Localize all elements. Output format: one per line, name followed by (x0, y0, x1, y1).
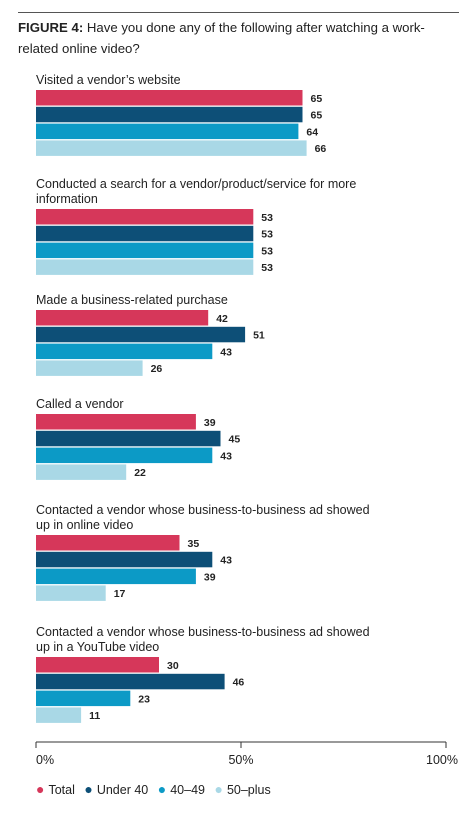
data-label: 64 (306, 126, 318, 138)
data-label: 53 (261, 245, 273, 257)
legend-item-under-40: ● Under 40 (84, 781, 148, 797)
bar (36, 447, 213, 464)
x-tick-label: 100% (426, 753, 458, 767)
figure-question: Have you done any of the following after… (18, 20, 425, 56)
bar (36, 310, 209, 326)
legend-label-40-49: 40–49 (170, 783, 205, 797)
bar (36, 360, 143, 376)
data-label: 65 (311, 110, 323, 122)
legend-label-under-40: Under 40 (96, 783, 149, 797)
data-label: 51 (253, 330, 265, 342)
data-label: 26 (151, 363, 163, 375)
bar (36, 90, 303, 106)
data-label: 46 (233, 677, 245, 689)
category-label-line: Contacted a vendor whose business-to-bus… (36, 503, 370, 517)
legend-dot-40-49: ● (157, 781, 167, 797)
bar (36, 259, 254, 275)
data-label: 53 (261, 262, 273, 274)
figure-label: FIGURE 4: (18, 20, 84, 35)
figure-title: FIGURE 4: Have you done any of the follo… (18, 17, 438, 59)
bar (36, 225, 254, 242)
bar (36, 242, 254, 259)
category-label-line: information (36, 192, 98, 206)
legend-item-50-plus: ● 50–plus (214, 781, 270, 797)
category-label: Conducted a search for a vendor/product/… (36, 177, 356, 206)
data-label: 17 (114, 588, 126, 600)
bar (36, 343, 213, 360)
category-label: Made a business-related purchase (36, 293, 228, 307)
legend-item-total: ● Total (36, 781, 75, 797)
category-label: Called a vendor (36, 397, 124, 411)
data-label: 11 (89, 710, 100, 722)
data-label: 53 (261, 212, 273, 224)
legend-dot-under-40: ● (84, 781, 93, 797)
data-label: 43 (220, 346, 232, 358)
category-label-line: Conducted a search for a vendor/product/… (36, 177, 356, 191)
category-label-line: Called a vendor (36, 397, 124, 411)
legend-label-50-plus: 50–plus (226, 783, 271, 797)
data-label: 53 (261, 229, 273, 241)
legend-label-total: Total (48, 783, 75, 797)
data-label: 66 (315, 143, 327, 155)
legend-dot-total: ● (36, 781, 45, 797)
x-tick-label: 0% (36, 753, 54, 767)
legend-item-40-49: ● 40–49 (158, 781, 205, 797)
category-label-line: Contacted a vendor whose business-to-bus… (36, 625, 370, 639)
category-label-line: Visited a vendor’s website (36, 73, 181, 87)
bar (36, 326, 246, 343)
data-label: 65 (311, 93, 323, 105)
data-label: 23 (138, 693, 150, 705)
category-label-line: Made a business-related purchase (36, 293, 228, 307)
category-label-line: up in a YouTube video (36, 640, 159, 654)
bar (36, 690, 131, 707)
bar (36, 568, 196, 585)
bar (36, 657, 159, 673)
bar (36, 123, 299, 140)
legend: ● Total ● Under 40 ● 40–49 ● 50–plus (36, 781, 277, 797)
data-label: 39 (204, 571, 216, 583)
category-label: Visited a vendor’s website (36, 73, 181, 87)
bar (36, 430, 221, 447)
category-label: Contacted a vendor whose business-to-bus… (36, 503, 370, 532)
bar (36, 707, 82, 723)
data-label: 43 (220, 450, 232, 462)
category-label-line: up in online video (36, 518, 133, 532)
top-rule (18, 12, 459, 13)
bar (36, 673, 225, 690)
data-label: 45 (229, 434, 241, 446)
data-label: 39 (204, 417, 216, 429)
bar (36, 585, 106, 601)
bar (36, 535, 180, 551)
bar (36, 551, 213, 568)
data-label: 35 (188, 538, 200, 550)
data-label: 42 (216, 313, 228, 325)
bar (36, 414, 196, 430)
data-label: 22 (134, 467, 146, 479)
bar (36, 209, 254, 225)
bar (36, 140, 307, 156)
legend-dot-50-plus: ● (214, 781, 223, 797)
x-tick-label: 50% (228, 753, 253, 767)
bar (36, 106, 303, 123)
data-label: 30 (167, 660, 179, 672)
data-label: 43 (220, 555, 232, 567)
bar (36, 464, 127, 480)
category-label: Contacted a vendor whose business-to-bus… (36, 625, 370, 654)
